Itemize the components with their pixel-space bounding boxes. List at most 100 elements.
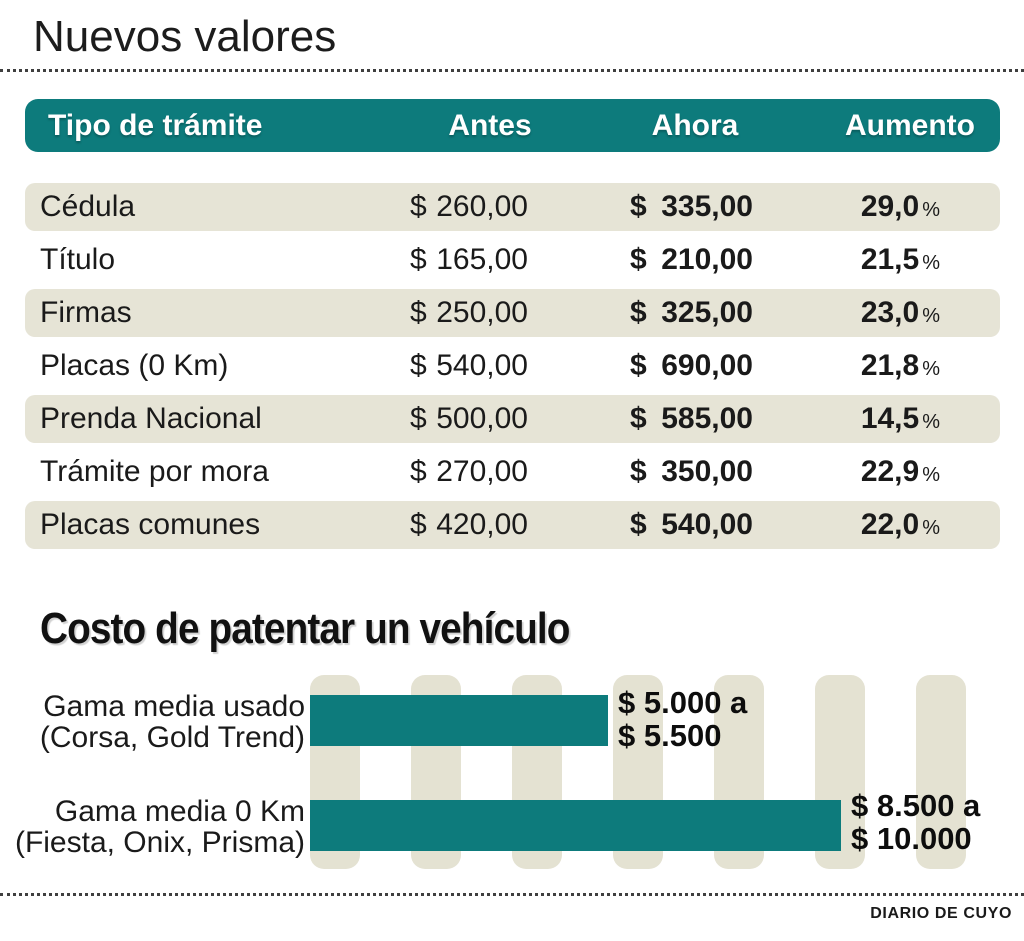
antes-value: $250,00: [410, 289, 528, 337]
percent-symbol: %: [922, 252, 940, 274]
currency-symbol: $: [630, 402, 647, 435]
percent-symbol: %: [922, 464, 940, 486]
bar-chart: Gama media usado (Corsa, Gold Trend) $ 5.0…: [0, 675, 1024, 869]
column-header-antes: Antes: [448, 109, 532, 142]
ahora-amount: 350,00: [661, 455, 753, 488]
aumento-value: 22,0%: [800, 501, 940, 552]
row-label: Título: [40, 243, 116, 276]
percent-symbol: %: [922, 305, 940, 327]
aumento-amount: 22,0: [860, 508, 920, 541]
ahora-value: $210,00: [630, 236, 753, 284]
currency-symbol: $: [410, 190, 427, 223]
currency-symbol: $: [410, 243, 427, 276]
gridline-column: [916, 675, 966, 869]
aumento-value: 21,5%: [800, 236, 940, 287]
source-credit: DIARIO DE CUYO: [870, 905, 1012, 922]
bar-value-line2: $ 10.000: [851, 821, 972, 856]
antes-value: $500,00: [410, 395, 528, 443]
chart-title: Costo de patentar un vehículo: [40, 604, 570, 653]
table-row: Placas comunes $420,00 $540,00 22,0%: [25, 501, 1000, 549]
ahora-value: $325,00: [630, 289, 753, 337]
ahora-value: $540,00: [630, 501, 753, 549]
bar-category-label: Gama media usado (Corsa, Gold Trend): [0, 691, 305, 753]
aumento-value: 23,0%: [800, 289, 940, 340]
bar-value-label: $ 5.000 a $ 5.500: [618, 686, 747, 752]
bar-category-line1: Gama media 0 Km: [54, 795, 305, 828]
percent-symbol: %: [922, 358, 940, 380]
aumento-value: 29,0%: [800, 183, 940, 234]
antes-amount: 165,00: [436, 243, 528, 276]
ahora-amount: 335,00: [661, 190, 753, 223]
ahora-amount: 690,00: [661, 349, 753, 382]
antes-amount: 540,00: [436, 349, 528, 382]
table-row: Firmas $250,00 $325,00 23,0%: [25, 289, 1000, 337]
bar-category-line1: Gama media usado: [43, 690, 305, 723]
currency-symbol: $: [630, 190, 647, 223]
aumento-value: 14,5%: [800, 395, 940, 446]
ahora-amount: 210,00: [661, 243, 753, 276]
currency-symbol: $: [630, 296, 647, 329]
aumento-amount: 23,0: [860, 296, 920, 329]
bar-category-label: Gama media 0 Km (Fiesta, Onix, Prisma): [0, 796, 305, 858]
ahora-value: $690,00: [630, 342, 753, 390]
currency-symbol: $: [630, 508, 647, 541]
row-label: Trámite por mora: [40, 455, 269, 488]
antes-amount: 500,00: [436, 402, 528, 435]
bar-value-line1: $ 5.000 a: [618, 685, 748, 720]
currency-symbol: $: [410, 349, 427, 382]
aumento-value: 21,8%: [800, 342, 940, 393]
antes-amount: 270,00: [436, 455, 528, 488]
bar-category-line2: (Corsa, Gold Trend): [39, 721, 305, 754]
currency-symbol: $: [630, 243, 647, 276]
currency-symbol: $: [630, 349, 647, 382]
dotted-divider-top: [0, 69, 1024, 72]
bar-value-label: $ 8.500 a $ 10.000: [851, 789, 980, 855]
column-header-ahora: Ahora: [651, 109, 739, 142]
table-row: Cédula $260,00 $335,00 29,0%: [25, 183, 1000, 231]
row-label: Prenda Nacional: [40, 402, 262, 435]
row-label: Placas comunes: [40, 508, 261, 541]
aumento-amount: 29,0: [860, 190, 920, 223]
ahora-value: $350,00: [630, 448, 753, 496]
antes-amount: 260,00: [436, 190, 528, 223]
table-row: Título $165,00 $210,00 21,5%: [25, 236, 1000, 284]
antes-value: $540,00: [410, 342, 528, 390]
row-label: Placas (0 Km): [40, 349, 229, 382]
bar-value-line2: $ 5.500: [618, 718, 722, 753]
currency-symbol: $: [410, 296, 427, 329]
antes-value: $270,00: [410, 448, 528, 496]
value-bar: [310, 800, 841, 851]
aumento-amount: 22,9: [860, 455, 920, 488]
ahora-amount: 540,00: [661, 508, 753, 541]
antes-amount: 420,00: [436, 508, 528, 541]
aumento-value: 22,9%: [800, 448, 940, 499]
column-header-tipo-de-tramite: Tipo de trámite: [48, 109, 263, 142]
percent-symbol: %: [922, 517, 940, 539]
aumento-amount: 21,8: [860, 349, 920, 382]
ahora-amount: 585,00: [661, 402, 753, 435]
table-body: Cédula $260,00 $335,00 29,0% Título $165,00 $2…: [25, 183, 1000, 554]
percent-symbol: %: [922, 411, 940, 433]
antes-value: $260,00: [410, 183, 528, 231]
ahora-amount: 325,00: [661, 296, 753, 329]
percent-symbol: %: [922, 199, 940, 221]
currency-symbol: $: [410, 508, 427, 541]
bar-value-line1: $ 8.500 a: [851, 788, 981, 823]
table-header-row: Tipo de trámite Antes Ahora Aumento: [25, 99, 1000, 152]
table-row: Trámite por mora $270,00 $350,00 22,9%: [25, 448, 1000, 496]
currency-symbol: $: [630, 455, 647, 488]
antes-value: $165,00: [410, 236, 528, 284]
antes-amount: 250,00: [436, 296, 528, 329]
aumento-amount: 14,5: [860, 402, 920, 435]
column-header-aumento: Aumento: [845, 109, 975, 142]
page-title: Nuevos valores: [33, 12, 337, 61]
ahora-value: $585,00: [630, 395, 753, 443]
currency-symbol: $: [410, 455, 427, 488]
table-row: Prenda Nacional $500,00 $585,00 14,5%: [25, 395, 1000, 443]
ahora-value: $335,00: [630, 183, 753, 231]
row-label: Cédula: [40, 190, 136, 223]
dotted-divider-bottom: [0, 893, 1024, 896]
bar-category-line2: (Fiesta, Onix, Prisma): [14, 826, 305, 859]
row-label: Firmas: [40, 296, 132, 329]
